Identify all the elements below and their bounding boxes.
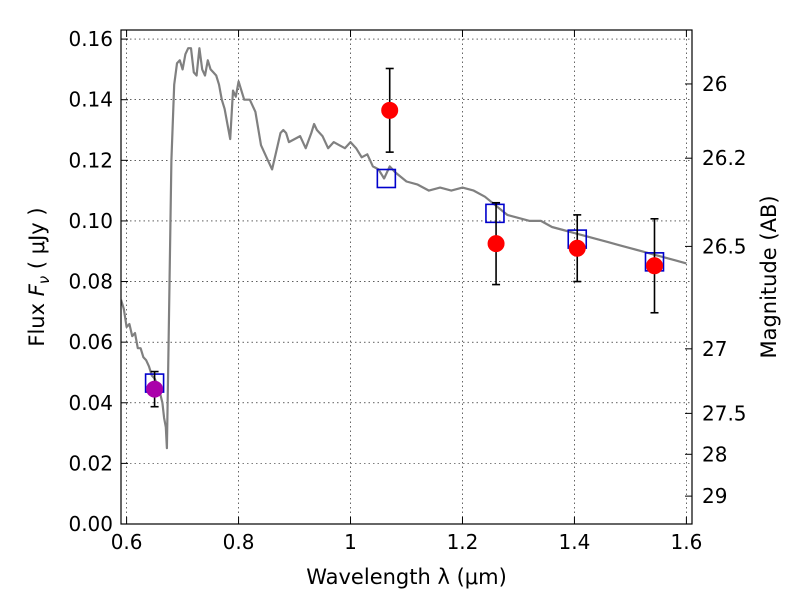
observed-marker: [146, 380, 164, 398]
right-tick-label-4: 27.5: [702, 401, 747, 425]
x-tick-label-4: 1.4: [559, 530, 591, 554]
observed-point-3-0: [146, 370, 164, 408]
y-axis-label: Flux Fν ( μJy ): [25, 207, 53, 346]
observed-point-2-0: [381, 67, 399, 153]
x-tick-label-5: 1.6: [670, 530, 702, 554]
x-tick-label-1: 0.8: [223, 530, 255, 554]
observed-marker: [487, 235, 505, 253]
observed-point-2-2: [568, 214, 586, 283]
observed-marker: [381, 101, 399, 119]
right-tick-label-0: 26: [702, 72, 727, 96]
x-tick-label-0: 0.6: [111, 530, 143, 554]
model-square-point-1: [376, 168, 397, 189]
observed-marker: [645, 257, 663, 275]
model-spectrum-line: [121, 47, 687, 450]
plot-frame: [120, 29, 693, 525]
right-tick-label-2: 26.5: [702, 234, 747, 258]
model-square-point-2: [485, 203, 505, 224]
x-tick-label-3: 1.2: [447, 530, 479, 554]
y-tick-label-1: 0.02: [68, 451, 113, 475]
right-tick-label-1: 26.2: [702, 146, 747, 170]
y-tick-label-5: 0.10: [68, 209, 113, 233]
observed-point-2-3: [645, 218, 663, 314]
axis-ticks: 0.6 0.8 1 1.2 1.4 1.6 0.00 0.02 0.04 0.06 0.08 0.10…: [68, 27, 746, 554]
y-tick-label-4: 0.08: [68, 270, 113, 294]
y-tick-label-8: 0.16: [68, 27, 113, 51]
observed-point-2-1: [487, 201, 505, 286]
model-spectrum-layer: [121, 47, 687, 450]
y-tick-label-3: 0.06: [68, 330, 113, 354]
photometry-markers: [144, 67, 665, 408]
y-tick-label-6: 0.12: [68, 148, 113, 172]
y-tick-label-7: 0.14: [68, 88, 113, 112]
right-tick-label-5: 28: [702, 442, 727, 466]
x-tick-label-2: 1: [344, 530, 357, 554]
y-tick-label-0: 0.00: [68, 512, 113, 536]
right-tick-label-3: 27: [702, 337, 727, 361]
right-axis-label: Magnitude (AB): [757, 195, 781, 358]
observed-marker: [568, 239, 586, 257]
grid-lines: [121, 30, 692, 525]
y-tick-label-2: 0.04: [68, 391, 113, 415]
right-tick-label-6: 29: [702, 484, 727, 508]
x-axis-label: Wavelength λ (μm): [306, 565, 507, 589]
